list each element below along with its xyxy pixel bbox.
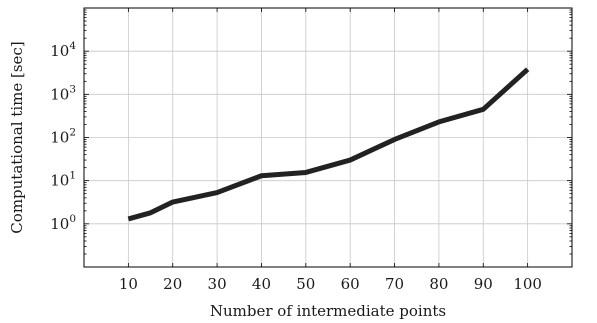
x-axis-label: Number of intermediate points (210, 302, 446, 320)
series-line (127, 67, 530, 222)
x-tick-label: 100 (513, 275, 542, 293)
x-tick-label: 60 (341, 275, 360, 293)
y-tick-label: 100 (50, 213, 76, 233)
x-tick-label: 10 (119, 275, 138, 293)
x-tick-label: 80 (429, 275, 448, 293)
y-tick-label: 104 (50, 40, 76, 60)
x-tick-label: 40 (252, 275, 271, 293)
x-tick-label: 50 (296, 275, 315, 293)
y-tick-label: 102 (50, 127, 76, 147)
y-axis-label: Computational time [sec] (8, 41, 26, 233)
x-tick-label: 70 (385, 275, 404, 293)
x-tick-label: 90 (474, 275, 493, 293)
x-tick-label: 20 (163, 275, 182, 293)
y-tick-label: 101 (50, 170, 76, 190)
x-tick-label: 30 (208, 275, 227, 293)
x-tick-labels: 10 20 30 40 50 60 70 80 90 100 (119, 275, 542, 293)
y-tick-label: 103 (50, 83, 76, 103)
series-layer (127, 67, 530, 222)
plot-frame (83, 7, 573, 268)
y-tick-labels: 100 101 102 103 104 (50, 40, 76, 233)
grid-lines (84, 8, 572, 267)
